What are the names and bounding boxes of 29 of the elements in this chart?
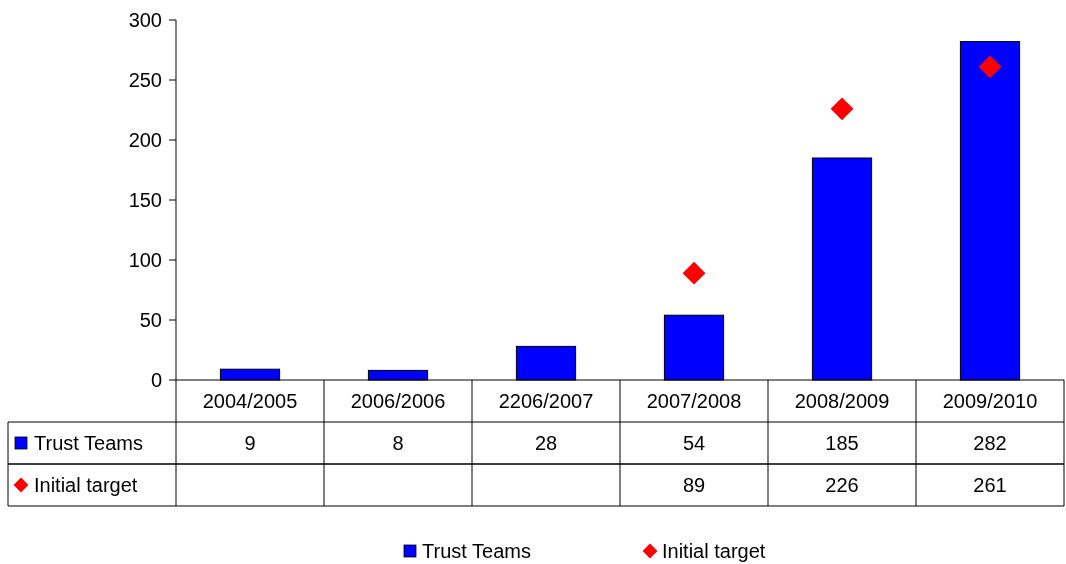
text: Initial target [34,474,138,496]
data-label: 9 [244,432,256,454]
point [682,261,706,285]
point [978,55,1002,79]
y-tick-label: 0 [150,369,162,391]
data-label: 261 [973,474,1007,496]
x-tick-label: 2004/2005 [202,390,298,412]
y-tick-label: 100 [128,249,162,271]
y-tick-label: 50 [139,309,162,331]
y-tick-label: 150 [128,189,162,211]
legend-label: Initial target [662,540,766,562]
y-tick-label: 200 [128,129,162,151]
x-tick-label: 2007/2008 [646,390,742,412]
data-label: 8 [392,432,404,454]
x-tick-label: 2008/2009 [794,390,890,412]
point [830,97,854,121]
data-label: 54 [682,432,706,454]
data-label: 282 [973,432,1007,454]
legend-label: Trust Teams [34,432,143,454]
data-label: 28 [534,432,558,454]
data-label: 226 [825,474,859,496]
x-tick-label: 2009/2010 [942,390,1038,412]
x-tick-label: 2006/2006 [350,390,446,412]
text: Trust Teams [422,540,531,562]
data-label: 185 [825,432,859,454]
y-tick-label: 250 [128,69,162,91]
x-tick-label: 2206/2007 [498,390,594,412]
y-tick-label: 300 [128,9,162,31]
data-label: 89 [682,474,706,496]
